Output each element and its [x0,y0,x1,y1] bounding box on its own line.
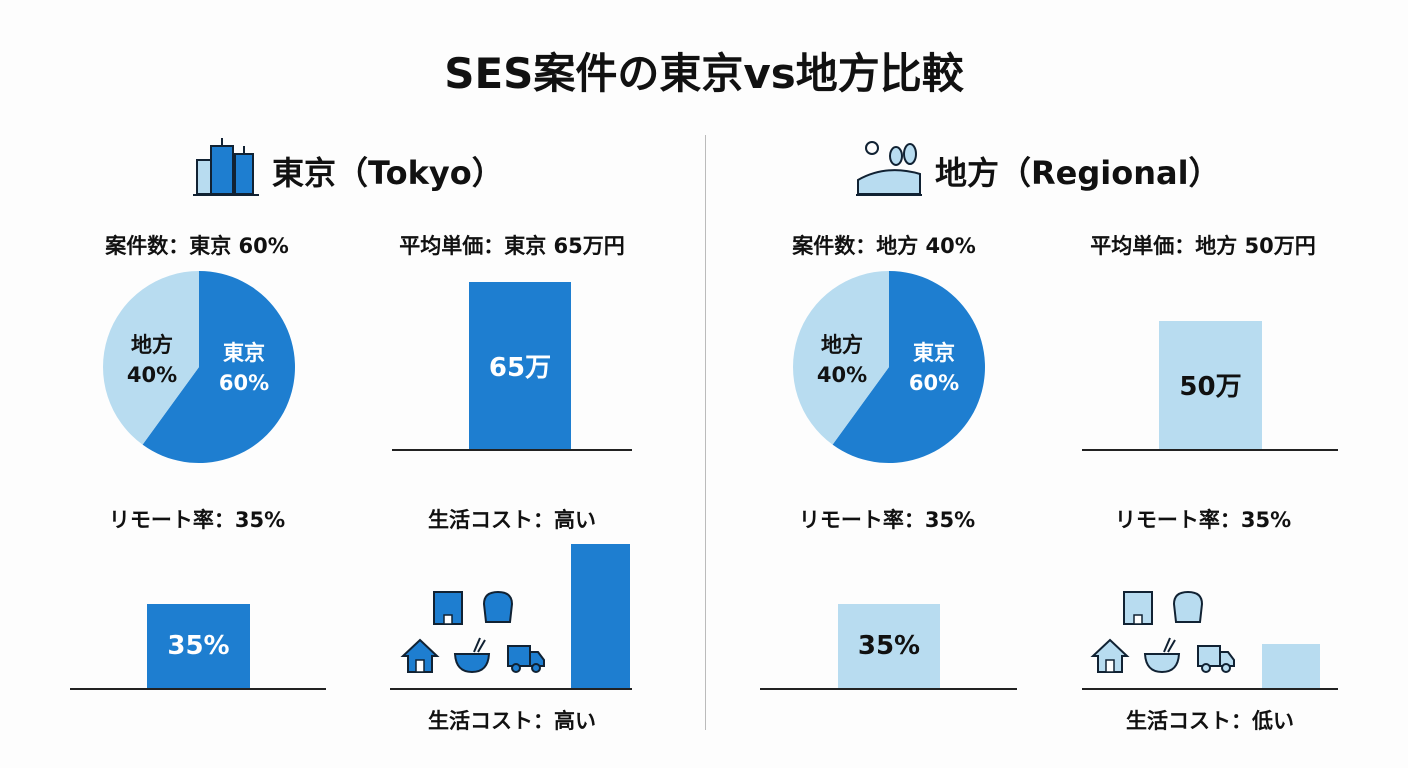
countryside-landscape-icon [856,141,922,196]
truck-icon [507,645,545,673]
tokyo-price-bar-label: 65万 [488,353,552,383]
regional-cost-label: リモート率：35% [1114,508,1292,532]
house-icon [1090,638,1130,673]
pie-slice-percent: 40% [817,363,867,387]
regional-price-label: 平均単価：地方 50万円 [1090,234,1316,258]
regional-price-baseline [1082,449,1338,451]
section-divider [705,135,706,730]
truck-icon [1197,645,1235,673]
noodle-bowl-icon [453,637,491,674]
pie-slice-percent: 60% [219,371,269,395]
tokyo-pie-chart: 東京 60% 地方 40% [102,271,295,463]
tokyo-cost-bottom-label: 生活コスト：高い [428,709,596,733]
regional-remote-label: リモート率：35% [798,508,976,532]
regional-pie-chart: 東京 60% 地方 40% [793,271,985,463]
regional-cost-bar [1262,644,1320,688]
tokyo-price-label: 平均単価：東京 65万円 [399,234,625,258]
tokyo-remote-baseline [70,688,326,690]
tokyo-cost-baseline [390,688,632,690]
tokyo-count-label: 案件数：東京 60% [105,234,289,258]
regional-remote-bar-label: 35% [857,631,921,661]
pie-slice-label: 東京 [913,341,955,365]
bread-icon [1172,590,1204,623]
office-building-icon [1123,591,1153,625]
city-buildings-icon [193,138,259,196]
regional-cost-baseline [1082,688,1338,690]
pie-slice-tokyo [142,271,295,463]
tokyo-remote-label: リモート率：35% [108,508,286,532]
pie-slice-regional [102,271,199,445]
house-icon [400,638,440,673]
tokyo-remote-bar-label: 35% [167,631,230,661]
pie-slice-percent: 40% [127,363,177,387]
pie-slice-percent: 60% [909,371,959,395]
tokyo-price-bar: 65万 [469,282,571,449]
page-title: SES案件の東京vs地方比較 [444,49,964,98]
regional-header: 地方（Regional） [935,154,1221,192]
pie-slice-label: 地方 [131,333,173,357]
regional-price-bar-label: 50万 [1179,372,1242,403]
regional-remote-bar: 35% [838,604,940,688]
tokyo-cost-label: 生活コスト：高い [428,508,596,532]
tokyo-header: 東京（Tokyo） [272,154,504,192]
tokyo-remote-bar: 35% [147,604,250,688]
pie-slice-tokyo [832,271,985,463]
pie-slice-label: 地方 [821,333,863,357]
regional-count-label: 案件数：地方 40% [792,234,976,258]
bread-icon [482,590,514,623]
tokyo-cost-bar [571,544,630,688]
tokyo-price-baseline [392,449,632,451]
regional-price-bar: 50万 [1159,320,1262,449]
regional-cost-bottom-label: 生活コスト：低い [1126,709,1294,733]
noodle-bowl-icon [1143,637,1181,674]
office-building-icon [433,591,463,625]
pie-slice-label: 東京 [223,341,265,365]
pie-slice-regional [793,271,889,445]
regional-remote-baseline [760,688,1017,690]
